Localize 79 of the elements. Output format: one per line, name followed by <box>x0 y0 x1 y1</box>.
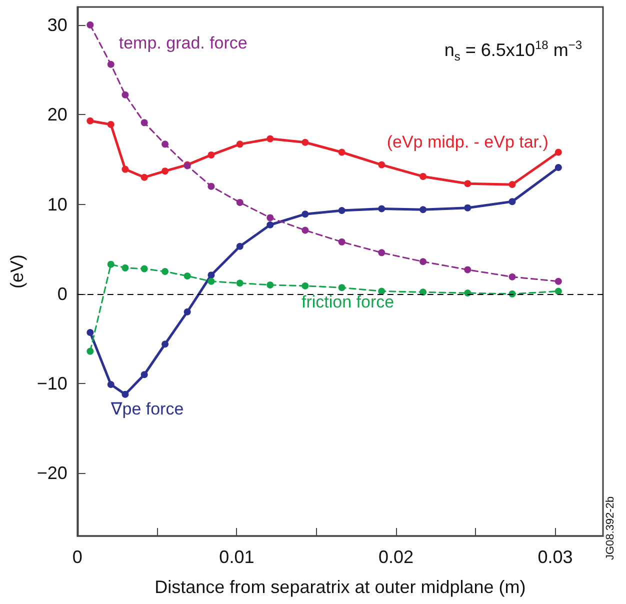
point <box>338 238 346 246</box>
y-tick-label: 0 <box>57 284 68 304</box>
y-tick-label: 30 <box>47 14 68 35</box>
point <box>420 172 427 180</box>
point <box>266 281 274 288</box>
point <box>86 117 94 124</box>
y-axis-title: (eV) <box>7 254 27 289</box>
point <box>236 140 244 148</box>
point <box>464 266 472 274</box>
point <box>302 210 309 218</box>
point <box>122 264 129 272</box>
point <box>554 164 562 171</box>
point <box>86 328 94 336</box>
x-axis-title: Distance from separatrix at outer midplane (m) <box>154 577 526 597</box>
point <box>378 249 386 256</box>
point <box>302 226 309 234</box>
point <box>378 288 386 295</box>
point <box>508 198 516 206</box>
point <box>86 21 94 28</box>
point <box>162 340 169 348</box>
point <box>508 273 516 280</box>
point <box>184 308 191 316</box>
point <box>554 278 562 285</box>
x-tick-label: 0.02 <box>378 547 414 567</box>
point <box>266 221 274 228</box>
point <box>208 278 215 285</box>
y-tick-label: −10 <box>36 374 68 394</box>
point <box>378 205 386 212</box>
x-tick-label: 0.01 <box>219 547 254 567</box>
point <box>302 138 309 146</box>
point <box>122 91 129 98</box>
point <box>236 280 244 287</box>
annotation: n$_{s}$ = 6.5x10$^{18}$ m$^{−3}$ <box>444 38 582 64</box>
series-label: temp. grad. force <box>118 33 248 52</box>
point <box>464 204 472 212</box>
y-tick-label: 20 <box>47 104 68 125</box>
point <box>140 119 148 126</box>
point <box>338 284 346 292</box>
point <box>140 174 148 181</box>
point <box>140 371 148 378</box>
text: JG08.392-2b <box>604 496 616 560</box>
x-tick-label: 0 <box>72 547 82 567</box>
x-tick-label: 0.03 <box>538 547 573 567</box>
series-label: friction force <box>302 292 394 312</box>
point <box>378 161 386 168</box>
point <box>508 181 516 188</box>
point <box>266 214 274 222</box>
point <box>122 166 129 173</box>
point <box>107 120 114 128</box>
point <box>236 242 244 250</box>
point <box>162 268 169 275</box>
point <box>420 288 427 296</box>
y-tick-label: 10 <box>47 194 68 214</box>
point <box>140 265 148 272</box>
point <box>464 290 472 297</box>
point <box>107 60 114 68</box>
y-tick-label: −20 <box>36 463 68 484</box>
point <box>208 182 215 190</box>
point <box>107 380 114 388</box>
point <box>162 140 169 148</box>
point <box>107 260 114 268</box>
point <box>208 151 215 158</box>
point <box>86 348 94 355</box>
point <box>236 198 244 206</box>
point <box>302 282 309 290</box>
point <box>554 288 562 295</box>
point <box>162 168 169 175</box>
point <box>420 206 427 214</box>
point <box>208 272 215 279</box>
point <box>266 135 274 142</box>
point <box>554 148 562 156</box>
point <box>122 390 129 398</box>
point <box>338 148 346 156</box>
point <box>184 272 191 280</box>
point <box>464 180 472 188</box>
series-label: (eVp midp. - eVp tar.) <box>386 132 548 152</box>
series-label: ∇pe force <box>110 399 184 418</box>
point <box>338 207 346 214</box>
point <box>420 258 427 266</box>
